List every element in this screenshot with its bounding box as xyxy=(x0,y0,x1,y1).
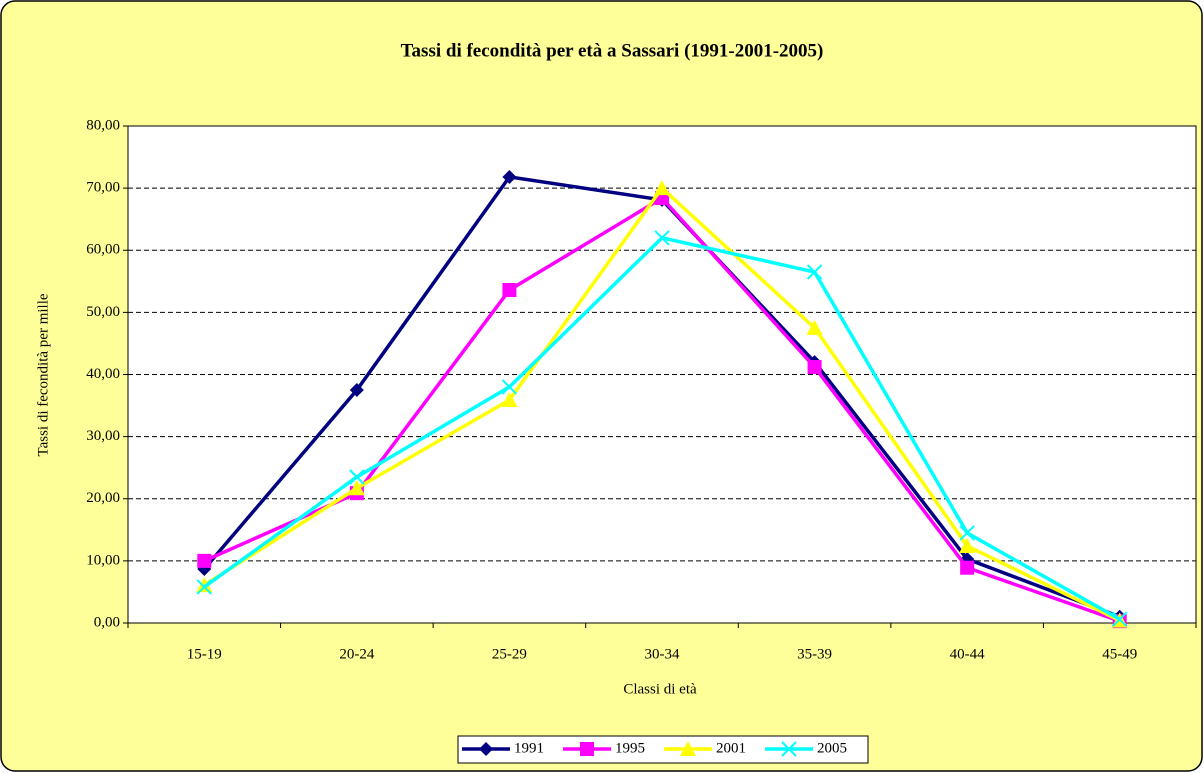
marker xyxy=(501,379,518,395)
legend-label: 1995 xyxy=(615,740,645,756)
marker xyxy=(960,560,975,575)
marker xyxy=(959,537,976,553)
marker xyxy=(502,169,517,184)
y-tick-label: 40,00 xyxy=(86,366,120,382)
x-tick-label: 25-29 xyxy=(492,646,527,662)
x-axis-title: Classi di età xyxy=(623,681,697,697)
marker xyxy=(580,742,594,756)
y-tick-label: 30,00 xyxy=(86,428,120,444)
marker xyxy=(349,383,364,398)
marker xyxy=(196,577,213,593)
marker xyxy=(806,319,823,335)
marker xyxy=(654,230,670,246)
marker xyxy=(781,741,797,757)
chart-title: Tassi di fecondità per età a Sassari (19… xyxy=(401,40,824,61)
y-tick-label: 0,00 xyxy=(94,614,120,630)
x-tick-label: 40-44 xyxy=(950,646,985,662)
marker xyxy=(479,742,493,756)
x-tick-label: 20-24 xyxy=(339,646,374,662)
marker xyxy=(196,579,212,595)
marker xyxy=(349,469,365,485)
y-axis-title: Tassi di fecondità per mille xyxy=(35,293,51,456)
marker xyxy=(502,283,517,298)
x-tick-label: 45-49 xyxy=(1102,646,1137,662)
legend-label: 2005 xyxy=(817,740,847,756)
marker xyxy=(197,553,212,568)
legend-label: 1991 xyxy=(514,740,544,756)
x-tick-label: 30-34 xyxy=(645,646,680,662)
y-tick-label: 80,00 xyxy=(86,117,120,133)
legend-label: 2001 xyxy=(716,740,746,756)
y-tick-label: 50,00 xyxy=(86,304,120,320)
marker xyxy=(959,525,975,541)
marker xyxy=(1112,611,1128,627)
marker xyxy=(348,480,365,496)
marker xyxy=(501,391,518,407)
y-tick-label: 60,00 xyxy=(86,242,120,258)
y-tick-label: 10,00 xyxy=(86,552,120,568)
y-tick-label: 20,00 xyxy=(86,490,120,506)
marker xyxy=(807,360,822,375)
x-tick-label: 35-39 xyxy=(797,646,832,662)
marker xyxy=(806,264,823,280)
marker xyxy=(680,741,696,756)
marker xyxy=(654,180,670,196)
y-tick-label: 70,00 xyxy=(86,180,120,196)
x-tick-label: 15-19 xyxy=(187,646,222,662)
